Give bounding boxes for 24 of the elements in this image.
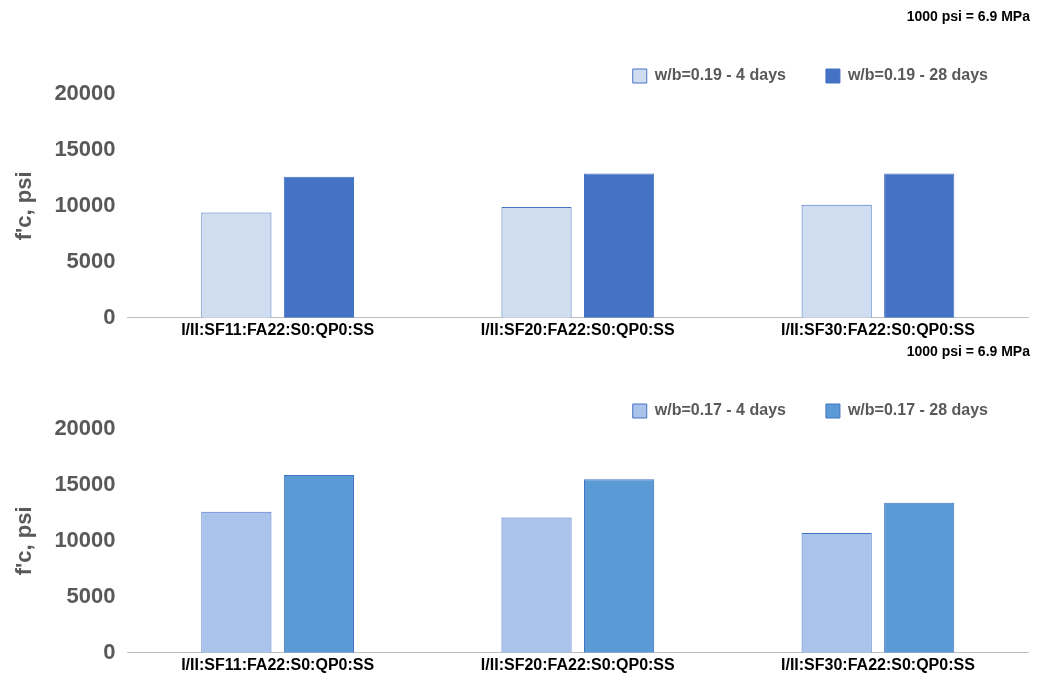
x-tick-label: I/II:SF20:FA22:S0:QP0:SS	[480, 320, 676, 338]
y-tick-label: 10000	[54, 191, 116, 217]
legend-label: w/b=0.19 - 28 days	[846, 66, 989, 84]
x-tick-label: I/II:SF20:FA22:S0:QP0:SS	[480, 655, 676, 673]
y-tick-label: 20000	[54, 415, 116, 441]
y-tick-label: 5000	[66, 582, 116, 608]
y-tick-label: 0	[103, 303, 116, 329]
x-tick-label: I/II:SF30:FA22:S0:QP0:SS	[781, 320, 976, 338]
y-tick-label: 15000	[54, 471, 116, 497]
legend-label: w/b=0.19 - 4 days	[653, 66, 787, 84]
y-tick-label: 20000	[54, 80, 116, 106]
text: 1000 psi = 6.9 MPa	[906, 342, 1031, 359]
x-tick-label: I/II:SF30:FA22:S0:QP0:SS	[781, 655, 976, 673]
x-tick-label: I/II:SF11:FA22:S0:QP0:SS	[181, 655, 375, 673]
y-tick-label: 5000	[66, 247, 116, 273]
y-tick-label: 0	[103, 638, 116, 664]
y-tick-label: 10000	[54, 526, 116, 552]
x-tick-label: I/II:SF11:FA22:S0:QP0:SS	[181, 320, 375, 338]
y-axis-title: f'c, psi	[11, 506, 37, 576]
y-axis-title: f'c, psi	[11, 171, 37, 241]
legend-label: w/b=0.17 - 4 days	[653, 401, 787, 419]
legend-label: w/b=0.17 - 28 days	[846, 401, 989, 419]
y-tick-label: 15000	[54, 136, 116, 162]
text: 1000 psi = 6.9 MPa	[906, 7, 1031, 24]
